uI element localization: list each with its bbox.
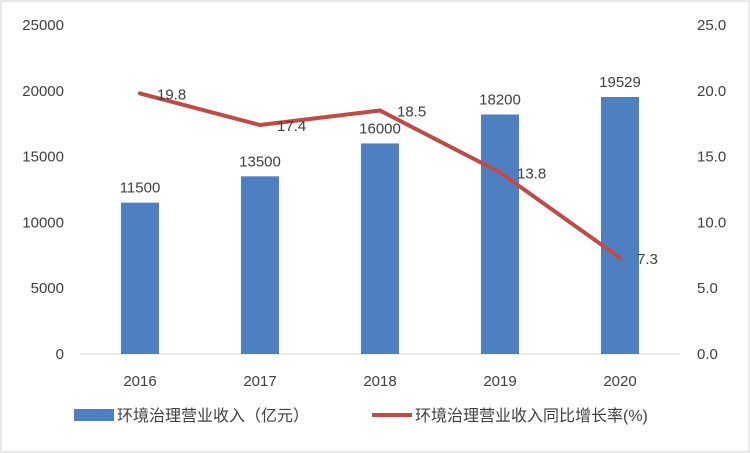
x-tick-label: 2020 <box>603 373 636 390</box>
y-left-tick-label: 25000 <box>22 17 64 34</box>
legend-bar-swatch <box>74 409 114 421</box>
bar-2020 <box>601 96 639 355</box>
x-tick-label: 2016 <box>123 373 156 390</box>
line-data-label: 19.8 <box>157 86 186 103</box>
line-data-label: 17.4 <box>277 118 306 135</box>
y-right-tick-label: 0.0 <box>697 346 718 363</box>
line-point-2019 <box>498 170 502 175</box>
line-data-label: 18.5 <box>397 104 426 121</box>
y-right-tick-label: 15.0 <box>697 149 726 166</box>
legend: 环境治理营业收入（亿元） 环境治理营业收入同比增长率(%) <box>74 406 648 425</box>
x-tick-label: 2019 <box>483 373 516 390</box>
y-right-tick-label: 5.0 <box>697 280 718 297</box>
y-right-tick-label: 10.0 <box>697 214 726 231</box>
y-left-tick-label: 10000 <box>22 214 64 231</box>
bar-data-label: 19529 <box>599 74 641 91</box>
bar-2019 <box>481 114 519 354</box>
y-right-tick-label: 25.0 <box>697 17 726 34</box>
y-left-tick-label: 0 <box>56 346 64 363</box>
line-point-2018 <box>378 108 382 113</box>
legend-line-label: 环境治理营业收入同比增长率(%) <box>415 406 648 425</box>
x-tick-label: 2017 <box>243 373 276 390</box>
bar-2018 <box>361 143 399 354</box>
line-point-2017 <box>258 123 262 128</box>
y-left-tick-label: 20000 <box>22 83 64 100</box>
line-data-label: 7.3 <box>637 251 658 268</box>
bar-2017 <box>241 176 279 354</box>
y-right-tick-label: 20.0 <box>697 83 726 100</box>
bar-data-label: 13500 <box>239 153 281 170</box>
bar-data-label: 16000 <box>359 120 401 137</box>
bar-2016 <box>121 202 159 354</box>
bar-data-label: 11500 <box>120 180 161 197</box>
x-tick-label: 2018 <box>363 373 396 390</box>
y-left-tick-label: 5000 <box>31 280 64 297</box>
line-point-2016 <box>138 91 142 96</box>
bar-data-label: 18200 <box>479 91 521 108</box>
line-data-label: 13.8 <box>517 165 546 182</box>
line-point-2020 <box>618 255 622 260</box>
legend-bar-label: 环境治理营业收入（亿元） <box>117 406 309 425</box>
y-left-tick-label: 15000 <box>22 149 64 166</box>
